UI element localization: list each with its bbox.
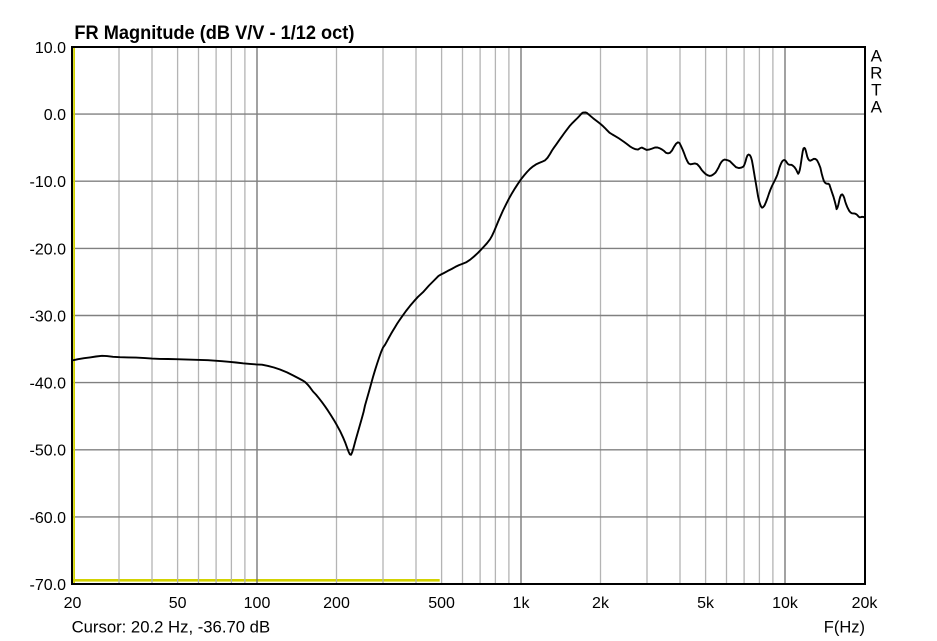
svg-text:200: 200 (323, 595, 350, 612)
svg-text:20k: 20k (852, 595, 879, 612)
svg-text:20: 20 (64, 595, 82, 612)
svg-text:0.0: 0.0 (44, 107, 66, 124)
svg-text:-60.0: -60.0 (30, 510, 67, 527)
svg-text:A: A (871, 46, 883, 65)
svg-text:-20.0: -20.0 (30, 241, 67, 258)
svg-text:-30.0: -30.0 (30, 308, 67, 325)
svg-text:2k: 2k (592, 595, 610, 612)
svg-text:100: 100 (244, 595, 271, 612)
svg-text:-40.0: -40.0 (30, 376, 67, 393)
svg-text:R: R (870, 63, 882, 82)
svg-text:A: A (871, 98, 883, 117)
svg-text:-10.0: -10.0 (30, 174, 67, 191)
svg-text:500: 500 (428, 595, 455, 612)
svg-text:50: 50 (169, 595, 187, 612)
svg-text:F(Hz): F(Hz) (824, 619, 865, 637)
svg-text:T: T (871, 81, 881, 100)
svg-text:1k: 1k (513, 595, 531, 612)
svg-text:-70.0: -70.0 (30, 577, 67, 594)
svg-text:5k: 5k (697, 595, 715, 612)
svg-text:-50.0: -50.0 (30, 443, 67, 460)
svg-text:FR Magnitude (dB V/V - 1/12 oc: FR Magnitude (dB V/V - 1/12 oct) (74, 23, 354, 44)
svg-text:10.0: 10.0 (35, 40, 66, 57)
svg-text:10k: 10k (772, 595, 799, 612)
svg-text:Cursor: 20.2 Hz, -36.70 dB: Cursor: 20.2 Hz, -36.70 dB (72, 617, 271, 636)
